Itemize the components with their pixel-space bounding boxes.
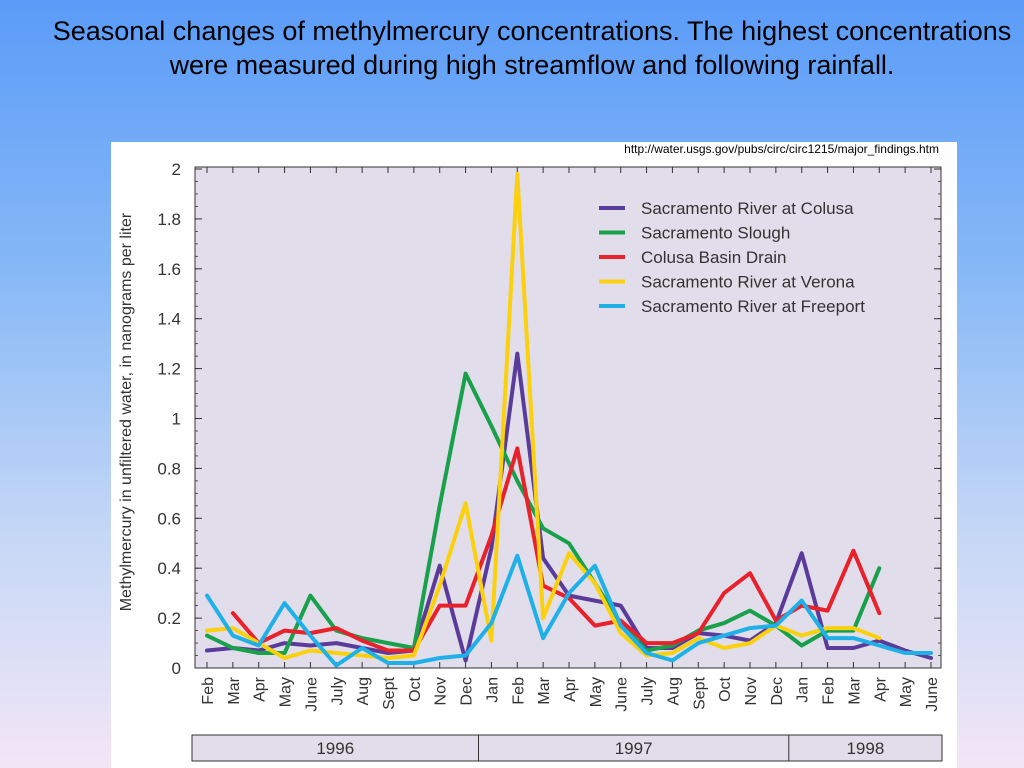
y-tick-label: 1.8 [157, 210, 181, 229]
x-tick-label: May [588, 677, 605, 707]
chart-figure: 0 0.2 0.4 0.6 0.8 1 1.2 1.4 1.6 1.8 2 Feb Mar Apr May J… [111, 142, 957, 768]
x-tick-label: Jan [484, 677, 501, 703]
y-tick-label: 1 [172, 410, 181, 429]
y-tick-label: 0.4 [157, 559, 181, 578]
source-url: http://water.usgs.gov/pubs/circ/circ1215… [624, 142, 939, 156]
x-tick-label: Mar [846, 676, 863, 704]
x-tick-label: Jan [795, 677, 812, 703]
series-line-1 [205, 371, 882, 655]
series-line-2 [230, 446, 882, 653]
legend-label: Sacramento River at Colusa [641, 199, 854, 218]
year-label: 1997 [615, 739, 653, 758]
legend-label: Sacramento Slough [641, 224, 790, 243]
legend: Sacramento River at Colusa Sacramento Slo… [599, 199, 865, 316]
x-tick-label: Apr [562, 676, 579, 702]
year-band-frame [191, 734, 943, 762]
x-tick-label: Aug [665, 677, 682, 705]
series-line-4 [205, 553, 933, 668]
y-tick-label: 2 [172, 160, 181, 179]
x-tick-label: Dec [459, 677, 476, 705]
x-tick-label: Oct [407, 676, 424, 701]
x-tick-label: Nov [743, 677, 760, 705]
x-tick-label: Mar [536, 676, 553, 704]
y-tick-label: 1.2 [157, 360, 181, 379]
x-tick-label: Sept [691, 676, 708, 709]
x-tick-label: May [898, 677, 915, 707]
year-label: 1998 [846, 739, 884, 758]
x-tick-label: Mar [226, 676, 243, 704]
y-tick-label: 0.6 [157, 509, 181, 528]
x-tick-label: Feb [200, 677, 217, 705]
legend-label: Sacramento River at Freeport [641, 297, 865, 316]
x-tick-label: July [640, 677, 657, 705]
x-tick-label: Apr [252, 676, 269, 702]
x-tick-label: Dec [769, 677, 786, 705]
y-tick-label: 0.8 [157, 459, 181, 478]
x-tick-label: Nov [433, 677, 450, 705]
y-tick-label: 0.2 [157, 609, 181, 628]
y-tick-label: 1.6 [157, 260, 181, 279]
y-axis-title: Methylmercury in unfiltered water, in na… [118, 212, 135, 611]
plot-area [195, 167, 941, 668]
series-lines [205, 172, 933, 668]
plot-frame [194, 166, 942, 669]
x-tick-label: May [278, 677, 295, 707]
x-tick-label: June [303, 677, 320, 712]
x-tick-label: Oct [717, 676, 734, 701]
x-tick-label: Sept [381, 676, 398, 709]
line-chart: 0 0.2 0.4 0.6 0.8 1 1.2 1.4 1.6 1.8 2 Feb Mar Apr May J… [118, 160, 943, 762]
y-tick-label: 1.4 [157, 310, 181, 329]
slide-title: Seasonal changes of methylmercury concen… [52, 16, 1012, 80]
year-bands: 1996 1997 1998 [191, 734, 943, 762]
x-tick-label: June [924, 677, 941, 712]
x-tick-label: Aug [355, 677, 372, 705]
year-label: 1996 [316, 739, 354, 758]
x-tick-label: July [329, 677, 346, 705]
legend-label: Sacramento River at Verona [641, 273, 855, 292]
series-line-3 [205, 172, 882, 660]
x-tick-label: Apr [872, 676, 889, 702]
y-tick-label: 0 [172, 659, 181, 678]
x-tick-label: June [614, 677, 631, 712]
x-tick-label: Feb [510, 677, 527, 705]
legend-label: Colusa Basin Drain [641, 248, 787, 267]
x-tick-label: Feb [821, 677, 838, 705]
